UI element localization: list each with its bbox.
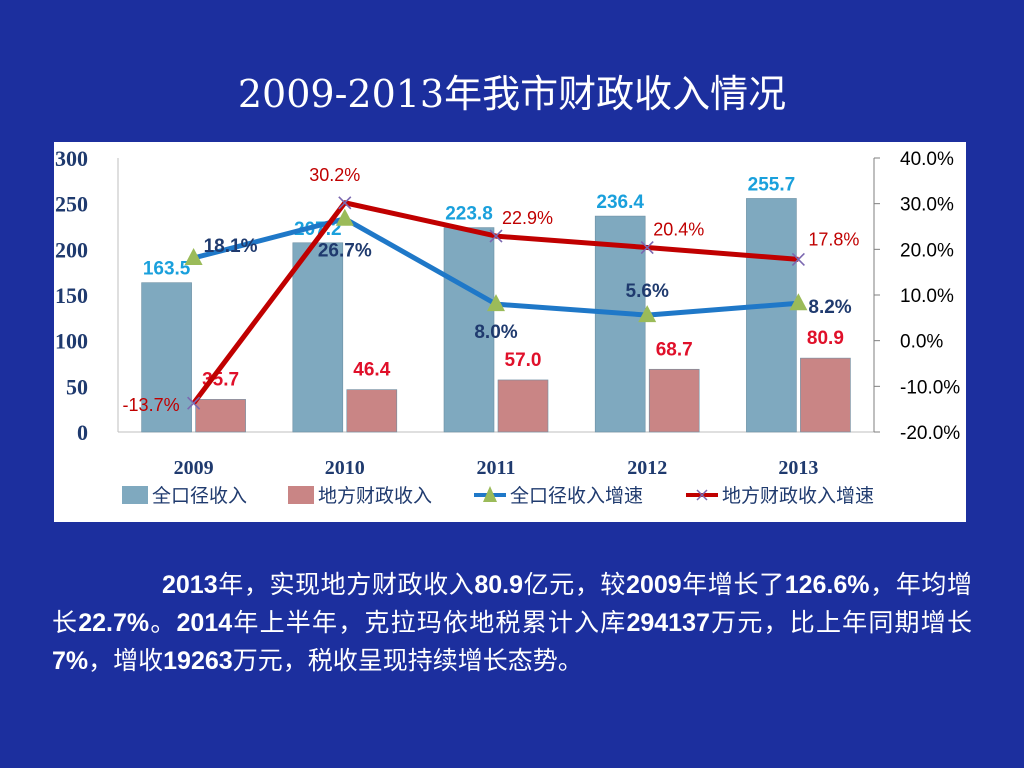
left-axis-tick-label: 100 — [55, 329, 88, 354]
line-value-label: 17.8% — [808, 229, 859, 249]
summary-text-18: 万元，税收呈现持续增长态势。 — [232, 646, 583, 675]
slide-title: 2009-2013年我市财政收入情况 — [237, 72, 787, 116]
bar-0-2010 — [292, 242, 344, 433]
x-axis-tick-label: 2011 — [477, 457, 516, 479]
summary-text-6: 年增长了 — [681, 570, 785, 599]
bar-1-2009 — [195, 399, 246, 433]
bar-0-2009 — [141, 282, 192, 433]
line-value-label: 30.2% — [309, 165, 360, 185]
legend-label: 地方财政收入 — [318, 485, 432, 507]
bar-value-label: 35.7 — [202, 369, 239, 390]
line-value-label: 8.0% — [474, 322, 517, 343]
summary-text-1: 2013 — [162, 571, 218, 599]
line-marker-x — [640, 240, 654, 255]
legend-swatch-bar — [122, 486, 148, 504]
line-marker-triangle — [638, 305, 657, 323]
x-axis-tick-label: 2009 — [174, 457, 214, 479]
bar-value-label: 46.4 — [353, 360, 390, 381]
right-axis-tick-label: 20.0% — [900, 240, 954, 261]
right-axis-tick-label: -20.0% — [900, 423, 960, 444]
right-axis-tick-label: 10.0% — [900, 286, 954, 307]
summary-text-2: 年，实现地方财政收入 — [217, 570, 475, 599]
line-marker-x — [187, 396, 201, 410]
summary-paragraph: 2013年，实现地方财政收入80.9亿元，较2009年增长了126.6%，年均增… — [52, 566, 972, 680]
line-value-label: -13.7% — [123, 395, 180, 415]
summary-text-3: 80.9 — [474, 571, 523, 599]
bar-1-2013 — [800, 357, 851, 433]
bar-0-2012 — [594, 215, 646, 433]
left-axis-tick-label: 250 — [55, 192, 88, 217]
line-marker-x — [338, 196, 352, 210]
legend-marker-x — [696, 489, 708, 501]
summary-text-5: 2009 — [626, 571, 682, 599]
legend-label: 全口径收入 — [152, 485, 247, 507]
right-axis-tick-label: 0.0% — [900, 332, 943, 353]
line-value-label: 20.4% — [653, 220, 704, 240]
summary-text-17: 19263 — [163, 647, 233, 675]
line-marker-triangle — [487, 294, 505, 312]
line-value-label: 18.1% — [204, 236, 258, 257]
summary-text-14: 万元，比上年同期增长 — [709, 608, 972, 637]
legend-label: 全口径收入增速 — [510, 485, 643, 507]
bar-value-label: 57.0 — [505, 350, 542, 371]
bar-value-label: 223.8 — [445, 204, 493, 225]
bar-value-label: 255.7 — [748, 174, 796, 195]
bar-1-2012 — [648, 368, 700, 433]
line-marker-x — [791, 252, 805, 266]
summary-text-4: 亿元，较 — [523, 570, 627, 599]
left-axis-tick-label: 200 — [55, 237, 88, 262]
left-axis-tick-label: 50 — [66, 374, 88, 399]
summary-text-16: ，增收 — [88, 646, 164, 675]
x-axis-tick-label: 2010 — [325, 457, 365, 479]
x-axis-tick-label: 2012 — [627, 457, 667, 479]
bar-value-label: 80.9 — [807, 328, 844, 349]
summary-text-7: 126.6% — [784, 571, 870, 599]
left-axis-tick-label: 300 — [55, 146, 88, 171]
summary-text-15: 7% — [52, 647, 89, 675]
summary-text-13: 294137 — [626, 609, 710, 637]
right-axis-tick-label: -10.0% — [900, 377, 960, 398]
summary-text-8: ，年均增长 — [52, 570, 972, 637]
bar-value-label: 163.5 — [143, 259, 191, 280]
summary-text-12: 年上半年，克拉玛依地税累计入库 — [232, 608, 627, 637]
line-marker-triangle — [184, 248, 203, 266]
bar-0-2011 — [443, 227, 495, 433]
line-marker-triangle — [335, 208, 354, 226]
bar-1-2010 — [346, 389, 398, 433]
right-axis-tick-label: 30.0% — [900, 195, 954, 216]
bar-1-2011 — [497, 379, 549, 433]
x-axis-tick-label: 2013 — [778, 457, 818, 479]
legend-label: 地方财政收入增速 — [722, 485, 874, 507]
right-axis-tick-label: 40.0% — [900, 149, 954, 170]
line-marker-triangle — [789, 293, 808, 311]
summary-text-11: 2014 — [176, 609, 233, 637]
legend-swatch-bar — [288, 486, 314, 504]
legend-marker-triangle — [483, 486, 497, 502]
line-value-label: 22.9% — [502, 208, 553, 228]
bar-value-label: 68.7 — [656, 339, 693, 360]
line-value-label: 5.6% — [626, 281, 669, 302]
revenue-chart: 0 50 100 150 200 250 300 -20.0% -10.0% 0.0% 10.0% 2… — [55, 146, 960, 507]
summary-text-9: 22.7% — [78, 609, 150, 637]
line-value-label: 8.2% — [808, 297, 851, 318]
left-axis-tick-label: 150 — [55, 283, 88, 308]
bar-value-label: 236.4 — [596, 192, 644, 213]
line-marker-x — [489, 229, 503, 243]
bar-0-2013 — [746, 198, 797, 433]
chart-panel: 0 50 100 150 200 250 300 -20.0% -10.0% 0.0% 10.0% 2… — [54, 142, 966, 522]
left-axis-tick-label: 0 — [77, 420, 88, 445]
summary-text-10: 。 — [149, 608, 177, 637]
line-value-label: 26.7% — [318, 241, 372, 262]
